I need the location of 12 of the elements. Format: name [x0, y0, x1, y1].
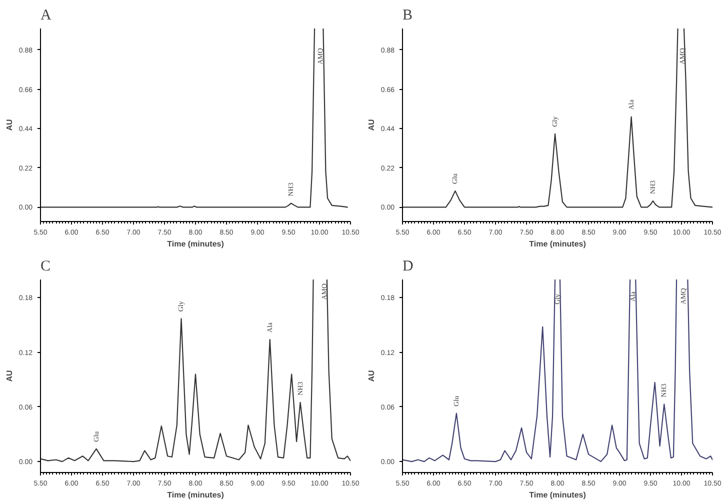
x-axis-title: Time (minutes): [167, 490, 224, 500]
y-axis-title: AU: [366, 119, 376, 131]
chart-title: D: [402, 258, 414, 274]
x-axis-title: Time (minutes): [529, 240, 586, 248]
x-axis-title: Time (minutes): [529, 490, 586, 500]
x-axis-title: Time (minutes): [167, 240, 224, 248]
chart-title: C: [40, 258, 51, 274]
y-axis-title: AU: [4, 119, 14, 131]
chart-title: B: [402, 8, 413, 24]
chart-title: A: [40, 8, 52, 24]
y-axis-title: AU: [4, 370, 14, 382]
y-axis-title: AU: [366, 370, 376, 382]
